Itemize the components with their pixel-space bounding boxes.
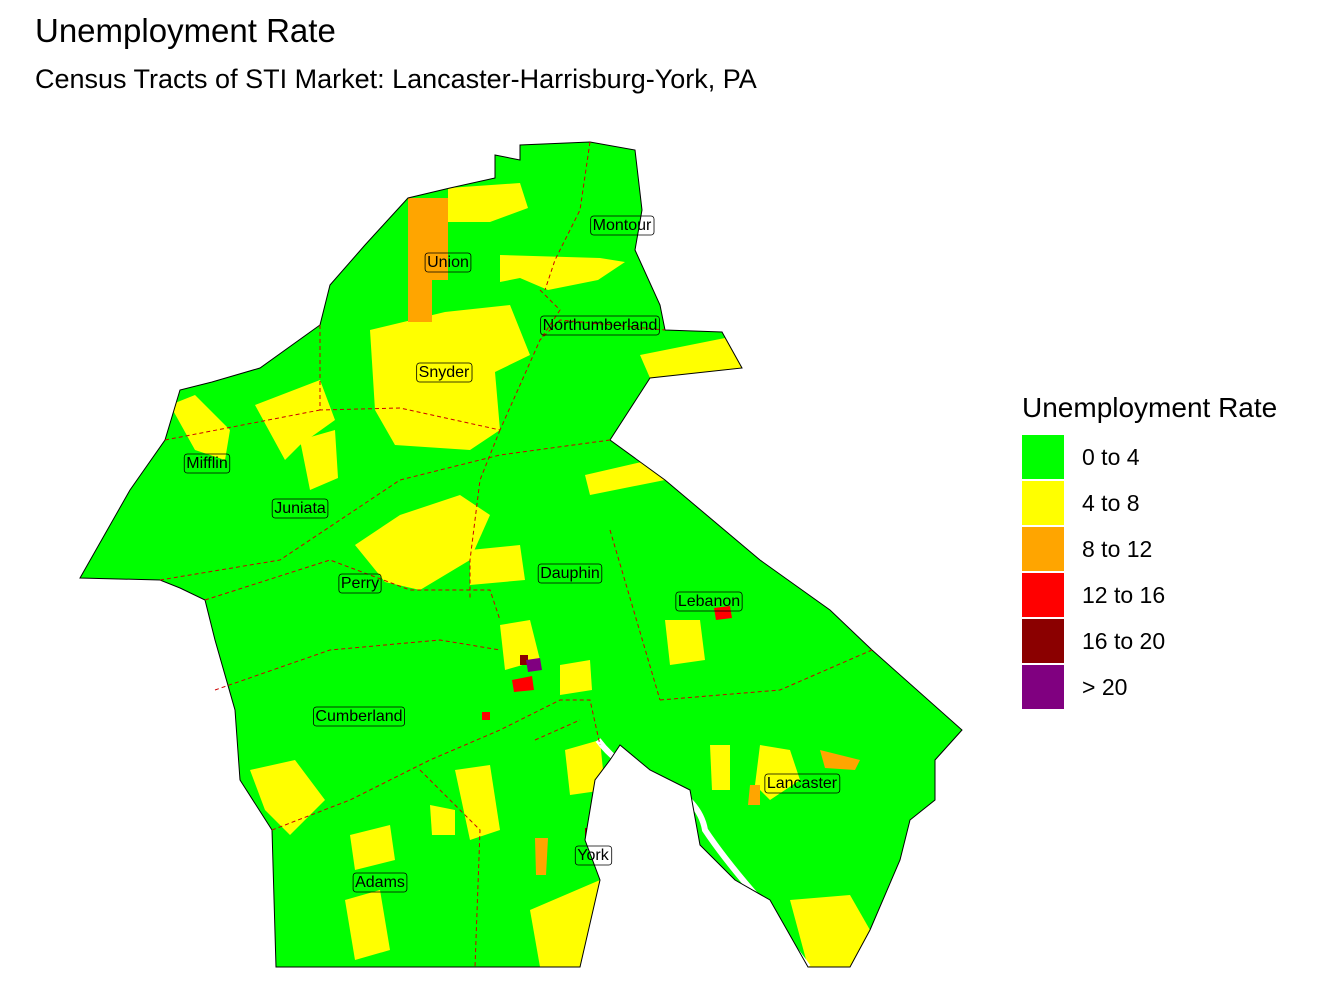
legend-label: 4 to 8 <box>1082 489 1140 516</box>
legend-label: 16 to 20 <box>1082 627 1166 654</box>
county-label-york: York <box>577 847 609 864</box>
tract-purple-0 <box>526 658 542 672</box>
legend-swatch <box>1022 481 1064 525</box>
tract-red-3 <box>482 712 490 720</box>
county-label-box <box>183 453 231 474</box>
county-label-box <box>352 872 408 893</box>
county-label-mifflin: Mifflin <box>186 455 228 472</box>
tract-yellow-1 <box>500 255 625 290</box>
county-label-snyder: Snyder <box>419 364 470 381</box>
tract-yellow-18 <box>710 745 730 790</box>
legend-item: 12 to 16 <box>1022 572 1277 618</box>
county-label-montour: Montour <box>593 217 652 234</box>
tract-orange-0 <box>408 198 448 322</box>
tract-yellow-2 <box>370 305 530 450</box>
county-label-box <box>416 362 473 383</box>
tract-yellow-23 <box>590 810 612 845</box>
legend-item: 16 to 20 <box>1022 618 1277 664</box>
legend-swatch <box>1022 435 1064 479</box>
legend: Unemployment Rate 0 to 4 4 to 8 8 to 12 … <box>1022 392 1277 710</box>
county-label-union: Union <box>427 254 469 271</box>
county-label-box <box>574 845 613 866</box>
tract-orange-3 <box>610 790 630 818</box>
legend-title: Unemployment Rate <box>1022 392 1278 423</box>
tract-red-0 <box>714 606 732 620</box>
legend-swatch <box>1022 619 1064 663</box>
county-label-northumberland: Northumberland <box>543 317 658 334</box>
tract-yellow-13 <box>345 890 390 960</box>
county-label-juniata: Juniata <box>274 500 326 517</box>
legend-swatch <box>1022 527 1064 571</box>
tract-yellow-14 <box>455 765 500 840</box>
tract-yellow-5 <box>170 395 230 460</box>
county-label-box <box>590 215 655 236</box>
county-label-cumberland: Cumberland <box>315 708 402 725</box>
county-label-box <box>338 573 382 594</box>
county-label-lancaster: Lancaster <box>767 775 838 792</box>
county-label-adams: Adams <box>355 874 405 891</box>
tract-fill <box>80 142 962 967</box>
legend-swatch <box>1022 665 1064 709</box>
choropleth-map: Montour Union Northumberland Snyder Miff… <box>79 141 963 968</box>
legend-item: > 20 <box>1022 664 1277 710</box>
legend-label: 0 to 4 <box>1082 443 1140 470</box>
county-label-dauphin: Dauphin <box>540 565 600 582</box>
county-label-perry: Perry <box>341 575 379 592</box>
legend-item: 4 to 8 <box>1022 480 1277 526</box>
legend-label: 12 to 16 <box>1082 581 1166 608</box>
tract-yellow-17 <box>790 895 870 967</box>
legend-label: > 20 <box>1082 673 1128 700</box>
map-title: Unemployment Rate <box>35 12 336 49</box>
county-label-box <box>537 563 603 584</box>
tract-yellow-19 <box>755 745 800 800</box>
tract-yellow-11 <box>250 760 325 835</box>
tract-red-2 <box>598 826 610 836</box>
tract-yellow-24 <box>430 805 455 835</box>
county-label-box <box>764 773 841 794</box>
tract-yellow-3 <box>255 380 335 460</box>
tract-yellow-21 <box>560 660 592 695</box>
county-label-box <box>540 315 660 336</box>
county-label-lebanon: Lebanon <box>678 593 740 610</box>
map-subtitle: Census Tracts of STI Market: Lancaster-H… <box>35 64 757 94</box>
tract-yellow-9 <box>470 545 525 585</box>
tract-orange-2 <box>535 838 548 875</box>
legend-swatch <box>1022 573 1064 617</box>
county-label-box <box>313 706 405 727</box>
tract-yellow-25 <box>640 855 655 880</box>
tract-red-1 <box>512 676 534 692</box>
tract-yellow-6 <box>640 335 742 378</box>
county-label-box <box>271 498 329 519</box>
tract-yellow-0 <box>448 183 528 222</box>
tract-yellow-10 <box>665 620 705 665</box>
tract-yellow-12 <box>350 825 395 870</box>
tract-orange-1 <box>820 750 860 770</box>
tract-orange-4 <box>748 785 760 805</box>
county-borders <box>159 141 873 968</box>
county-labels: Montour Union Northumberland Snyder Miff… <box>183 215 841 893</box>
tract-yellow-8 <box>355 495 490 590</box>
tract-yellow-16 <box>680 925 760 967</box>
tract-yellow-4 <box>300 430 338 490</box>
legend-item: 0 to 4 <box>1022 434 1277 480</box>
county-label-box <box>424 252 472 273</box>
county-label-box <box>675 591 743 612</box>
legend-item: 8 to 12 <box>1022 526 1277 572</box>
tract-yellow-20 <box>500 620 540 670</box>
legend-label: 8 to 12 <box>1082 535 1153 562</box>
tract-darkred-0 <box>520 655 528 665</box>
tract-yellow-7 <box>585 460 665 495</box>
